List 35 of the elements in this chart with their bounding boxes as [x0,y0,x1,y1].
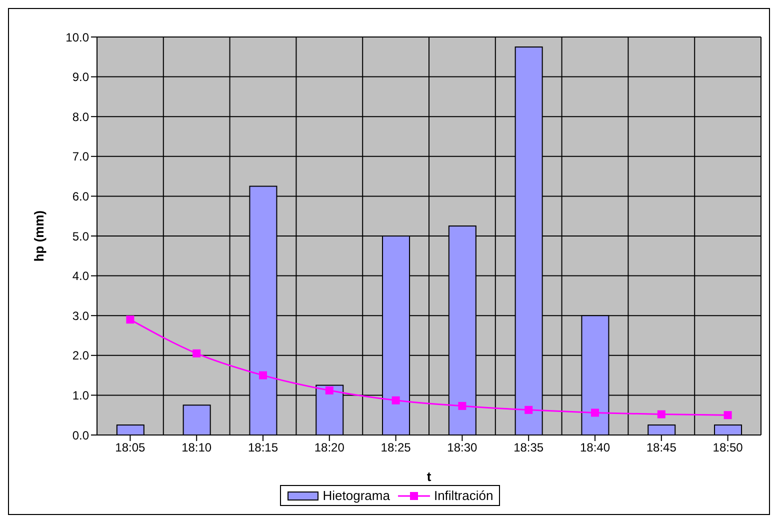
y-tick-label: 2.0 [72,348,90,363]
point [126,316,134,324]
x-tick-label: 18:35 [514,440,544,455]
y-tick-label: 3.0 [72,308,90,323]
point [591,408,599,417]
point [192,349,201,358]
point [724,411,732,420]
x-tick-label: 18:25 [380,440,412,455]
y-tick-label: 8.0 [72,110,90,124]
legend-label: Hietograma [322,488,390,503]
y-tick-label: 9.0 [72,70,90,84]
y-tick-label: 4.0 [72,269,90,284]
x-axis-title: t [426,469,432,484]
point [524,406,533,414]
y-tick-label: 6.0 [72,189,90,204]
x-tick-label: 18:30 [447,440,478,455]
x-tick-label: 18:20 [314,440,345,455]
x-tick-label: 18:50 [712,440,744,455]
legend-label: Infiltración [432,488,494,503]
point [392,396,400,404]
x-tick-label: 18:10 [182,440,212,455]
y-tick-label: 0.0 [72,428,90,442]
y-tick-label: 1.0 [72,388,90,402]
x-tick-label: 18:15 [248,440,278,455]
y-tick-label: 10.0 [66,30,90,44]
y-tick-label: 7.0 [72,150,90,164]
point [325,386,334,394]
point [259,371,267,380]
y-tick-label: 5.0 [72,229,90,244]
x-tick-label: 18:05 [115,440,146,455]
point [657,410,666,418]
x-tick-label: 18:45 [646,440,677,455]
x-tick-label: 18:40 [580,440,610,455]
point [458,402,466,410]
y-axis-title: hp (mm) [32,210,47,262]
